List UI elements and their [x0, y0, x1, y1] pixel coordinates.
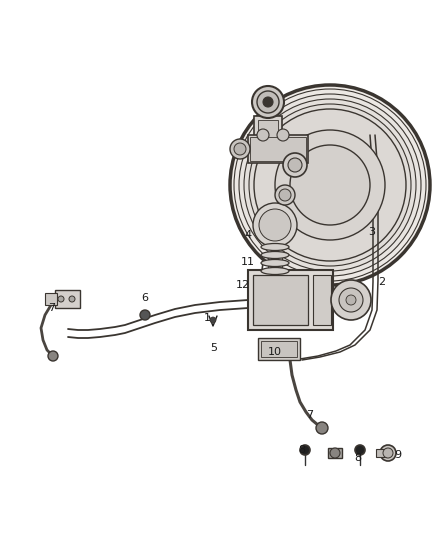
Text: 10: 10	[268, 347, 282, 357]
Circle shape	[257, 129, 269, 141]
Circle shape	[355, 445, 365, 455]
Circle shape	[253, 203, 297, 247]
Circle shape	[234, 143, 246, 155]
Circle shape	[277, 129, 289, 141]
Circle shape	[210, 317, 216, 323]
Ellipse shape	[261, 268, 289, 274]
Circle shape	[140, 310, 150, 320]
Bar	[328, 448, 342, 458]
Circle shape	[300, 445, 310, 455]
Bar	[258, 338, 300, 360]
Circle shape	[58, 296, 64, 302]
Circle shape	[254, 109, 406, 261]
Circle shape	[48, 351, 58, 361]
Circle shape	[331, 280, 371, 320]
Text: 6: 6	[141, 293, 148, 303]
Bar	[258, 120, 278, 142]
Circle shape	[316, 422, 328, 434]
Circle shape	[346, 295, 356, 305]
Bar	[55, 290, 80, 308]
Circle shape	[69, 296, 75, 302]
Text: 12: 12	[236, 280, 250, 290]
Circle shape	[259, 209, 291, 241]
Circle shape	[339, 288, 363, 312]
Text: 5: 5	[211, 343, 218, 353]
Circle shape	[239, 94, 421, 276]
Circle shape	[252, 86, 284, 118]
Bar	[250, 137, 306, 161]
Circle shape	[257, 91, 279, 113]
Text: 11: 11	[241, 257, 255, 267]
Text: 4: 4	[244, 230, 251, 240]
Bar	[253, 275, 308, 325]
Circle shape	[275, 130, 385, 240]
Bar	[45, 293, 57, 305]
Circle shape	[230, 85, 430, 285]
Bar	[254, 116, 282, 146]
Ellipse shape	[261, 244, 289, 251]
Circle shape	[244, 99, 416, 271]
Text: 2: 2	[378, 277, 385, 287]
Circle shape	[263, 97, 273, 107]
Circle shape	[230, 139, 250, 159]
Bar	[261, 341, 297, 357]
Circle shape	[380, 445, 396, 461]
Circle shape	[279, 189, 291, 201]
Text: 7: 7	[49, 303, 56, 313]
Bar	[313, 275, 331, 325]
Circle shape	[275, 185, 295, 205]
Text: 8: 8	[354, 453, 361, 463]
Circle shape	[288, 158, 302, 172]
Circle shape	[283, 153, 307, 177]
Text: 3: 3	[368, 227, 375, 237]
Bar	[248, 270, 333, 330]
Text: 7: 7	[307, 410, 314, 420]
Text: 9: 9	[395, 450, 402, 460]
Ellipse shape	[261, 252, 289, 259]
Ellipse shape	[261, 260, 289, 266]
Bar	[376, 449, 388, 457]
Text: 8: 8	[298, 445, 306, 455]
Circle shape	[383, 448, 393, 458]
Circle shape	[330, 448, 340, 458]
Circle shape	[234, 89, 426, 281]
Circle shape	[249, 104, 411, 266]
Text: 1: 1	[204, 313, 211, 323]
Circle shape	[290, 145, 370, 225]
Bar	[248, 135, 308, 163]
